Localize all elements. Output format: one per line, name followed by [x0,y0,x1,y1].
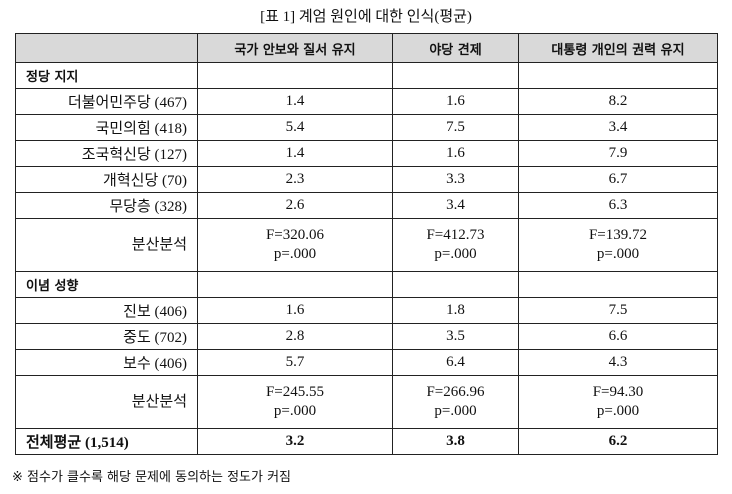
data-row: 조국혁신당 (127) 1.4 1.6 7.9 [15,140,718,167]
data-row: 중도 (702) 2.8 3.5 6.6 [15,323,718,350]
row-label: 분산분석 [15,218,198,272]
cell: 1.8 [392,297,519,324]
cell: 6.2 [518,428,718,455]
section-label: 이념 성향 [15,271,198,298]
data-row: 개혁신당 (70) 2.3 3.3 6.7 [15,166,718,193]
section-row: 이념 성향 [15,271,718,298]
cell: 3.5 [392,323,519,350]
cell: 6.4 [392,349,519,376]
cell-line: p=.000 [434,246,477,262]
cell-line: p=.000 [596,246,640,262]
cell: 3.3 [392,166,519,193]
cell-line: F=320.06 [265,227,325,243]
row-label: 보수 (406) [15,349,198,376]
cell: 1.6 [197,297,393,324]
cell [392,271,519,298]
header-cell: 국가 안보와 질서 유지 [197,33,393,63]
data-row: 국민의힘 (418) 5.4 7.5 3.4 [15,114,718,141]
table: 국가 안보와 질서 유지 야당 견제 대통령 개인의 권력 유지 정당 지지 더불어민주… [15,33,718,455]
row-label: 전체평균 (1,514) [15,428,198,455]
row-label: 분산분석 [15,375,198,429]
header-cell [15,33,198,63]
cell [392,62,519,89]
cell-line: F=266.96 [426,384,485,400]
data-row: 진보 (406) 1.6 1.8 7.5 [15,297,718,324]
cell: 7.5 [518,297,718,324]
row-label: 무당층 (328) [15,192,198,219]
anova-row: 분산분석 F=245.55 p=.000 F=266.96 p=.000 F=94.30 p… [15,375,718,429]
cell: 5.7 [197,349,393,376]
cell: 3.2 [197,428,393,455]
cell: 1.4 [197,140,393,167]
cell: F=94.30 p=.000 [518,375,718,429]
cell-line: F=245.55 [265,384,325,400]
cell: 6.7 [518,166,718,193]
cell: F=412.73 p=.000 [392,218,519,272]
anova-row: 분산분석 F=320.06 p=.000 F=412.73 p=.000 F=139.72… [15,218,718,272]
cell: 3.4 [518,114,718,141]
cell: 3.4 [392,192,519,219]
cell: 2.6 [197,192,393,219]
header-cell: 야당 견제 [392,33,519,63]
cell-line: p=.000 [434,403,477,419]
cell: 8.2 [518,88,718,115]
cell: 2.8 [197,323,393,350]
cell: 5.4 [197,114,393,141]
cell-line: p=.000 [273,403,317,419]
cell [197,62,393,89]
cell [518,62,718,89]
cell [197,271,393,298]
cell: 7.5 [392,114,519,141]
data-row: 무당층 (328) 2.6 3.4 6.3 [15,192,718,219]
footnote: ※ 점수가 클수록 해당 문제에 동의하는 정도가 커짐 [12,470,292,485]
cell-line: F=412.73 [426,227,485,243]
section-row: 정당 지지 [15,62,718,89]
row-label: 중도 (702) [15,323,198,350]
cell: F=245.55 p=.000 [197,375,393,429]
row-label: 조국혁신당 (127) [15,140,198,167]
section-label: 정당 지지 [15,62,198,89]
row-label: 진보 (406) [15,297,198,324]
header-row: 국가 안보와 질서 유지 야당 견제 대통령 개인의 권력 유지 [15,33,718,63]
header-cell: 대통령 개인의 권력 유지 [518,33,718,63]
data-row: 보수 (406) 5.7 6.4 4.3 [15,349,718,376]
row-label: 개혁신당 (70) [15,166,198,193]
cell: F=266.96 p=.000 [392,375,519,429]
cell: 2.3 [197,166,393,193]
cell: F=139.72 p=.000 [518,218,718,272]
table-title: [표 1] 계엄 원인에 대한 인식(평균) [260,9,472,25]
row-label: 더불어민주당 (467) [15,88,198,115]
cell-line: p=.000 [596,403,640,419]
cell: 1.6 [392,140,519,167]
row-label: 국민의힘 (418) [15,114,198,141]
total-row: 전체평균 (1,514) 3.2 3.8 6.2 [15,428,718,455]
cell [518,271,718,298]
cell: 7.9 [518,140,718,167]
cell: 4.3 [518,349,718,376]
cell: 3.8 [392,428,519,455]
cell-line: F=139.72 [588,227,648,243]
cell: 1.6 [392,88,519,115]
cell-line: p=.000 [273,246,317,262]
data-row: 더불어민주당 (467) 1.4 1.6 8.2 [15,88,718,115]
cell-line: F=94.30 [592,384,644,400]
cell: F=320.06 p=.000 [197,218,393,272]
cell: 1.4 [197,88,393,115]
cell: 6.3 [518,192,718,219]
cell: 6.6 [518,323,718,350]
